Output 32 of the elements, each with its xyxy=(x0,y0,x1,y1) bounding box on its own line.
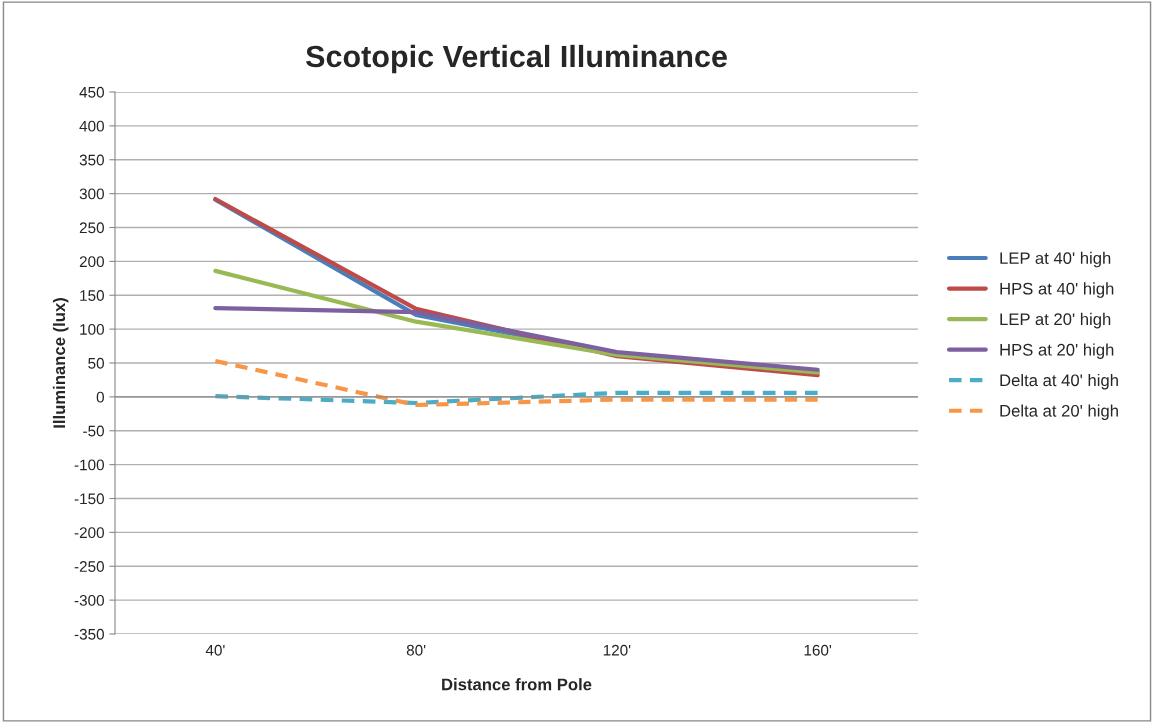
y-tick-label: -200 xyxy=(74,527,104,539)
x-tick-label: 160' xyxy=(804,644,832,656)
line-series xyxy=(213,306,820,372)
y-tick-label: -50 xyxy=(83,425,104,437)
y-tick-label: -300 xyxy=(74,594,104,606)
legend-label: HPS at 20' high xyxy=(1000,343,1114,359)
y-tick-label: 350 xyxy=(79,154,104,166)
x-tick-label: 80' xyxy=(406,644,426,656)
legend-label: Delta at 20' high xyxy=(1000,404,1118,421)
y-tick-label: 400 xyxy=(79,120,104,132)
x-tick-label: 120' xyxy=(603,644,631,656)
legend-label: HPS at 40' high xyxy=(1000,282,1114,298)
y-tick-label: 150 xyxy=(80,290,104,301)
y-tick-label: -100 xyxy=(74,459,104,471)
y-tick-label: -350 xyxy=(74,628,104,640)
y-tick-label: 200 xyxy=(79,256,104,268)
y-tick-label: 0 xyxy=(96,391,104,403)
x-axis-title: Distance from Pole xyxy=(442,678,592,691)
y-tick-label: -150 xyxy=(74,493,104,505)
y-axis-title: Illuminance (lux) xyxy=(52,298,69,428)
legend-label: LEP at 20' high xyxy=(1000,312,1111,329)
x-tick-label: 40' xyxy=(205,644,225,656)
y-tick-label: 300 xyxy=(79,188,104,200)
chart-title: Scotopic Vertical Illuminance xyxy=(305,44,727,74)
y-tick-label: 450 xyxy=(79,86,104,98)
legend-label: LEP at 40' high xyxy=(1000,251,1111,268)
y-tick-label: -250 xyxy=(74,561,104,572)
legend-label: Delta at 40' high xyxy=(1000,373,1118,390)
y-tick-label: 250 xyxy=(79,222,104,234)
y-tick-label: 100 xyxy=(80,323,104,335)
y-tick-label: 50 xyxy=(88,357,104,369)
line-series xyxy=(213,268,820,375)
